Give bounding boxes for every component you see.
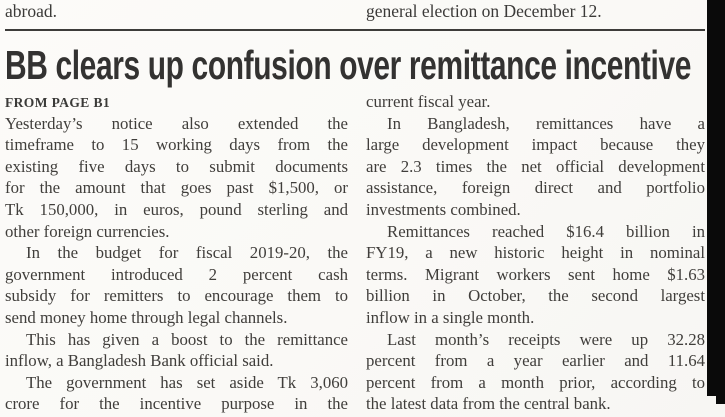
article-line: billion in October, the second largest xyxy=(366,286,705,306)
article-line: for the amount that goes past $1,500, or xyxy=(5,178,348,198)
article-line: Yesterday’s notice also extended the xyxy=(5,113,348,133)
article-line: Tk 150,000, in euros, pound sterling and xyxy=(5,199,348,219)
article-line: terms. Migrant workers sent home $1.63 xyxy=(366,264,705,284)
article-line: Last month’s receipts were up 32.28 xyxy=(387,329,705,349)
article-line: crore for the incentive purpose in the xyxy=(5,394,348,414)
article-line: current fiscal year. xyxy=(366,92,491,111)
article-line: the latest data from the central bank. xyxy=(366,394,611,414)
article-line: are 2.3 times the net official developme… xyxy=(366,156,705,176)
article-line: percent from a month prior, according to xyxy=(366,372,705,392)
article-line: The government has set aside Tk 3,060 xyxy=(26,372,348,392)
article-line: government introduced 2 percent cash xyxy=(5,264,348,284)
article-line: inflow in a single month. xyxy=(366,307,535,327)
from-page-label: FROM PAGE B1 xyxy=(5,95,111,110)
article-line: assistance, foreign direct and portfolio xyxy=(366,178,705,198)
article-line: send money home through legal channels. xyxy=(5,307,288,327)
article-body: FROM PAGE B1 Yesterday’s notice also ext… xyxy=(5,91,705,415)
article-line: timeframe to 15 working days from the xyxy=(5,135,348,155)
article-column-left: FROM PAGE B1 Yesterday’s notice also ext… xyxy=(5,91,348,415)
article-line: This has given a boost to the remittance xyxy=(26,329,348,349)
article-line: other foreign currencies. xyxy=(5,221,170,241)
continuation-row: abroad. general election on December 12. xyxy=(5,0,705,22)
article-line: large development impact because they xyxy=(366,135,705,155)
article-line: In Bangladesh, remittances have a xyxy=(387,113,705,133)
continuation-fragment-left: abroad. xyxy=(5,1,57,21)
article-line: Remittances reached $16.4 billion in xyxy=(387,221,705,241)
continuation-fragment-right: general election on December 12. xyxy=(366,1,602,21)
article-line: In the budget for fiscal 2019-20, the xyxy=(26,243,348,263)
article-line: percent from a year earlier and 11.64 xyxy=(366,351,705,371)
article-headline: BB clears up confusion over remittance i… xyxy=(5,42,692,88)
section-divider xyxy=(5,29,705,31)
scan-edge-strip-stub xyxy=(716,396,725,404)
article-column-right: current fiscal year. In Bangladesh, remi… xyxy=(366,91,705,415)
article-line: FY19, a new historic height in nominal xyxy=(366,243,705,263)
article-area: abroad. general election on December 12.… xyxy=(5,0,705,415)
article-line: existing five days to submit documents xyxy=(5,156,348,176)
scan-edge-strip xyxy=(707,0,725,396)
article-line: investments combined. xyxy=(366,199,521,219)
article-line: inflow, a Bangladesh Bank official said. xyxy=(5,351,274,371)
article-line: subsidy for remitters to encourage them … xyxy=(5,286,348,306)
